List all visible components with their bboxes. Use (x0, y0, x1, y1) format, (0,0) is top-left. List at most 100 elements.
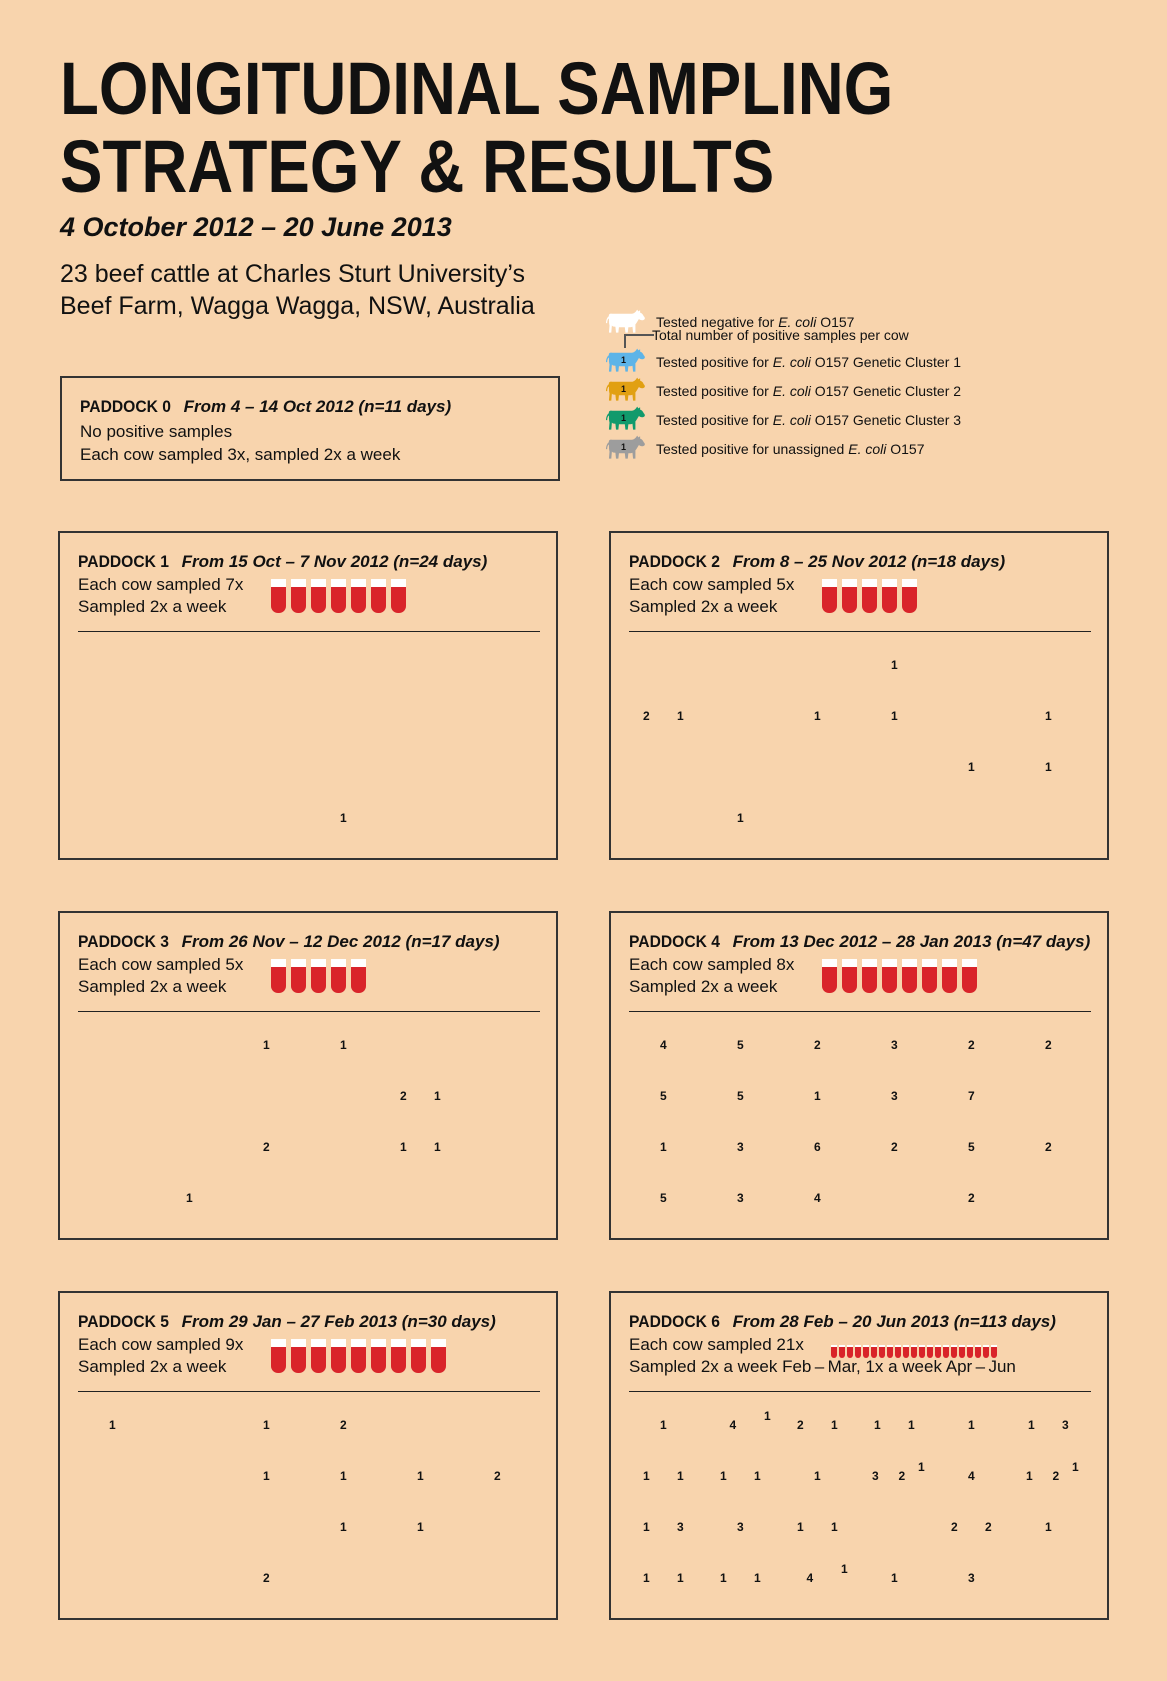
cow-icon-shape (155, 1406, 222, 1445)
positive-count: 2 (814, 1038, 821, 1052)
cow-icon-shape (937, 1077, 1004, 1116)
cow-icon-shape (860, 1508, 927, 1547)
test-tube-icon (887, 1345, 893, 1358)
cow-icon: 1 (783, 1076, 851, 1120)
paddock-sample-frequency: Sampled 2x a week (78, 597, 227, 616)
positive-count: 2 (968, 1038, 975, 1052)
positive-count: 1 (831, 1520, 838, 1534)
paddock-sample-frequency: Sampled 2x a week (629, 597, 778, 616)
positive-count: 1 (340, 1038, 347, 1052)
study-description: 23 beef cattle at Charles Sturt Universi… (60, 258, 535, 322)
cow-icon: 1 (155, 1178, 223, 1222)
cow-icon (386, 645, 454, 689)
cow-icon-shape (629, 1457, 696, 1496)
cow-icon-shape (937, 1508, 1004, 1547)
paddock-date-range: From 26 Nov – 12 Dec 2012 (n=17 days) (176, 932, 500, 951)
cow-icon (78, 1025, 146, 1069)
positive-count: 2 (263, 1140, 270, 1154)
cow-icon (860, 1178, 928, 1222)
divider (78, 1391, 540, 1392)
divider (629, 1391, 1091, 1392)
positive-count: 3 (891, 1038, 898, 1052)
cow-icon-shape (860, 646, 927, 685)
cow-icon: 5 (937, 1127, 1005, 1171)
cow-icon-shape (78, 1128, 145, 1167)
positive-count: 1 (263, 1038, 270, 1052)
test-tube-icon (959, 1345, 965, 1358)
paddock-name: PADDOCK 6 (629, 1312, 720, 1331)
cow-icon-shape (309, 1559, 376, 1598)
cow-icon: 1 (1014, 696, 1082, 740)
cow-icon (629, 747, 697, 791)
paddock-3-box: PADDOCK 3 From 26 Nov – 12 Dec 2012 (n=1… (58, 911, 558, 1240)
test-tube-icon (911, 1345, 917, 1358)
legend-unassigned-label: Tested positive for unassigned E. coli O… (656, 441, 925, 457)
test-tube-icon (882, 959, 897, 993)
cow-icon (463, 1127, 531, 1171)
paddock-4-box: PADDOCK 4 From 13 Dec 2012 – 28 Jan 2013… (609, 911, 1109, 1240)
legend-unassigned: 1 Tested positive for unassigned E. coli… (606, 435, 925, 463)
cow-icon-shape (706, 799, 773, 838)
cow-icon-shape (78, 748, 145, 787)
cow-icon-shape (783, 1457, 850, 1496)
positive-count: 5 (737, 1038, 744, 1052)
sample-tubes (271, 579, 406, 613)
cow-icon-shape (232, 1406, 299, 1445)
cow-icon: 1 (629, 1127, 697, 1171)
cow-icon (463, 1507, 531, 1551)
paddock-name: PADDOCK 5 (78, 1312, 169, 1331)
cow-icon-shape (706, 748, 773, 787)
test-tube-icon (822, 959, 837, 993)
cow-icon-shape (937, 1179, 1004, 1218)
cow-icon-shape (706, 1559, 773, 1598)
paddock-6-box: PADDOCK 6 From 28 Feb – 20 Jun 2013 (n=1… (609, 1291, 1109, 1620)
cow-icon (309, 1558, 377, 1602)
cow-icon-shape (937, 1128, 1004, 1167)
test-tube-icon (271, 1339, 286, 1373)
test-tube-icon (331, 959, 346, 993)
test-tube-icon (903, 1345, 909, 1358)
test-tube-icon (922, 959, 937, 993)
paddock-header: PADDOCK 3 From 26 Nov – 12 Dec 2012 (n=1… (78, 931, 500, 953)
cow-icon: 5 (629, 1076, 697, 1120)
cow-icon-shape (629, 1508, 696, 1547)
positive-count: 1 (968, 1418, 975, 1432)
cow-icon-shape (629, 1179, 696, 1218)
test-tube-icon (351, 579, 366, 613)
legend-cluster3: 1 Tested positive for E. coli O157 Genet… (606, 406, 961, 434)
cow-icon-shape (309, 697, 376, 736)
legend-cluster1-label: Tested positive for E. coli O157 Genetic… (656, 354, 962, 370)
cow-icon: 4 (629, 1025, 697, 1069)
cow-icon (155, 1127, 223, 1171)
test-tube-icon (942, 959, 957, 993)
cow-icon: 1 (860, 1558, 928, 1602)
positive-count: 4 (968, 1469, 975, 1483)
test-tube-icon (902, 579, 917, 613)
cow-icon: 6 (783, 1127, 851, 1171)
cow-icon (706, 696, 774, 740)
cow-icon: 3 (706, 1178, 774, 1222)
test-tube-icon (882, 579, 897, 613)
positive-count: 2 (494, 1469, 501, 1483)
cow-icon-shape (78, 1026, 145, 1065)
paddock-header: PADDOCK 1 From 15 Oct – 7 Nov 2012 (n=24… (78, 551, 487, 573)
description-line-2: Beef Farm, Wagga Wagga, NSW, Australia (60, 292, 535, 320)
cow-icon (386, 798, 454, 842)
cow-icon-shape (309, 799, 376, 838)
cow-icon-shape (463, 1128, 530, 1167)
cow-icon: 4 (937, 1456, 1005, 1500)
paddock-sample-count: Each cow sampled 5x (78, 955, 244, 974)
cow-icon (309, 1178, 377, 1222)
cow-icon-shape (386, 799, 453, 838)
positive-count: 1 (720, 1469, 727, 1483)
positive-count: 3 (872, 1469, 879, 1483)
page-title: LONGITUDINAL SAMPLING STRATEGY & RESULTS (60, 50, 893, 206)
positive-count: 3 (737, 1520, 744, 1534)
cow-icon: 2 (232, 1558, 300, 1602)
paddock-name: PADDOCK 1 (78, 552, 169, 571)
cow-icon-shape (937, 1457, 1004, 1496)
cow-icon: 1 (386, 1456, 454, 1500)
legend-count: 1 (621, 383, 627, 394)
